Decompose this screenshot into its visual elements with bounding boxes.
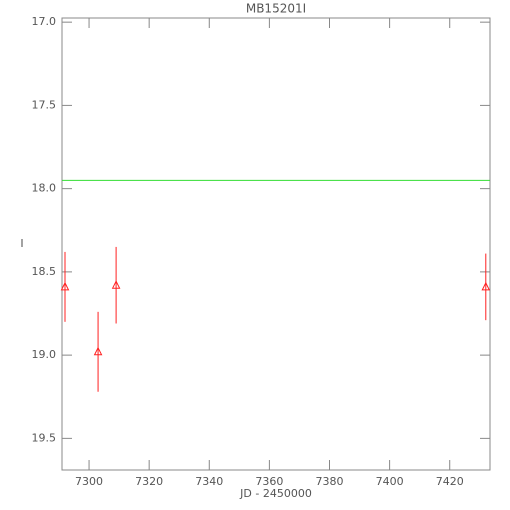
y-tick-label: 19.5: [32, 431, 57, 444]
plot-frame: [61, 17, 491, 471]
x-tick-label: 7360: [255, 475, 283, 488]
x-tick-label: 7300: [75, 475, 103, 488]
x-tick-label: 7420: [436, 475, 464, 488]
y-axis-label: I: [20, 237, 23, 250]
x-tick-label: 7400: [376, 475, 404, 488]
x-tick-label: 7380: [316, 475, 344, 488]
data-point: [481, 281, 491, 291]
y-tick-label: 17.5: [32, 98, 57, 111]
chart-title: MB15201I: [246, 2, 306, 16]
data-point: [93, 346, 103, 356]
data-point: [111, 280, 121, 289]
data-point: [60, 281, 70, 291]
x-axis-label: JD - 2450000: [239, 487, 312, 500]
y-tick-label: 18.5: [32, 265, 57, 278]
y-tick-label: 19.0: [32, 348, 57, 361]
x-tick-label: 7320: [135, 475, 163, 488]
x-tick-label: 7340: [195, 475, 223, 488]
y-tick-label: 17.0: [32, 15, 57, 28]
y-tick-label: 18.0: [32, 182, 57, 195]
